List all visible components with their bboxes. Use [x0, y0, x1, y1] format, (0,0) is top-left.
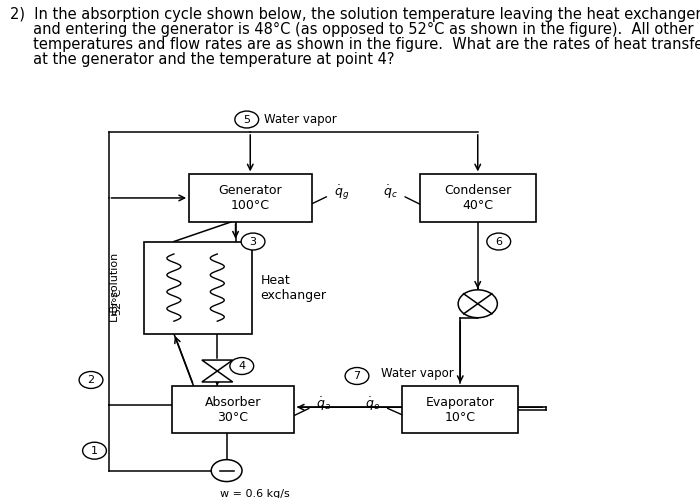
- Text: 1: 1: [91, 446, 98, 456]
- Text: Generator
100°C: Generator 100°C: [218, 184, 282, 212]
- Text: $\dot{q}_a$: $\dot{q}_a$: [316, 395, 331, 413]
- Text: Absorber
30°C: Absorber 30°C: [204, 395, 261, 424]
- Circle shape: [345, 368, 369, 384]
- Text: Condenser
40°C: Condenser 40°C: [444, 184, 512, 212]
- Circle shape: [241, 233, 265, 250]
- Text: 4: 4: [238, 361, 245, 371]
- Text: temperatures and flow rates are as shown in the figure.  What are the rates of h: temperatures and flow rates are as shown…: [10, 37, 700, 52]
- Text: $\dot{q}_g$: $\dot{q}_g$: [334, 183, 349, 202]
- Text: and entering the generator is 48°C (as opposed to 52°C as shown in the figure). : and entering the generator is 48°C (as o…: [10, 22, 694, 37]
- Bar: [172, 386, 294, 433]
- Text: 5: 5: [244, 115, 251, 124]
- Text: $\dot{q}_e$: $\dot{q}_e$: [365, 395, 380, 413]
- Bar: [144, 242, 252, 334]
- Text: 3: 3: [250, 237, 257, 247]
- Text: Water vapor: Water vapor: [382, 367, 454, 380]
- Bar: [402, 386, 518, 433]
- Text: 2)  In the absorption cycle shown below, the solution temperature leaving the he: 2) In the absorption cycle shown below, …: [10, 7, 700, 22]
- Text: 2: 2: [88, 375, 94, 385]
- Circle shape: [230, 358, 253, 374]
- Bar: [420, 174, 536, 222]
- Circle shape: [235, 111, 259, 128]
- Circle shape: [83, 442, 106, 459]
- Text: $\dot{q}_c$: $\dot{q}_c$: [383, 183, 398, 201]
- Text: Evaporator
10°C: Evaporator 10°C: [426, 395, 495, 424]
- Text: 7: 7: [354, 371, 360, 381]
- Bar: [189, 174, 312, 222]
- Circle shape: [487, 233, 510, 250]
- Text: at the generator and the temperature at point 4?: at the generator and the temperature at …: [10, 52, 395, 67]
- Text: LiBr solution: LiBr solution: [111, 253, 120, 322]
- Text: Water vapor: Water vapor: [265, 113, 337, 126]
- Text: 52°C: 52°C: [112, 288, 122, 315]
- Text: w = 0.6 kg/s: w = 0.6 kg/s: [220, 489, 289, 498]
- Text: 6: 6: [496, 237, 503, 247]
- Text: Heat
exchanger: Heat exchanger: [260, 273, 326, 302]
- Circle shape: [79, 372, 103, 388]
- Polygon shape: [202, 360, 232, 371]
- Circle shape: [211, 460, 242, 482]
- Circle shape: [458, 290, 497, 318]
- Polygon shape: [202, 371, 232, 382]
